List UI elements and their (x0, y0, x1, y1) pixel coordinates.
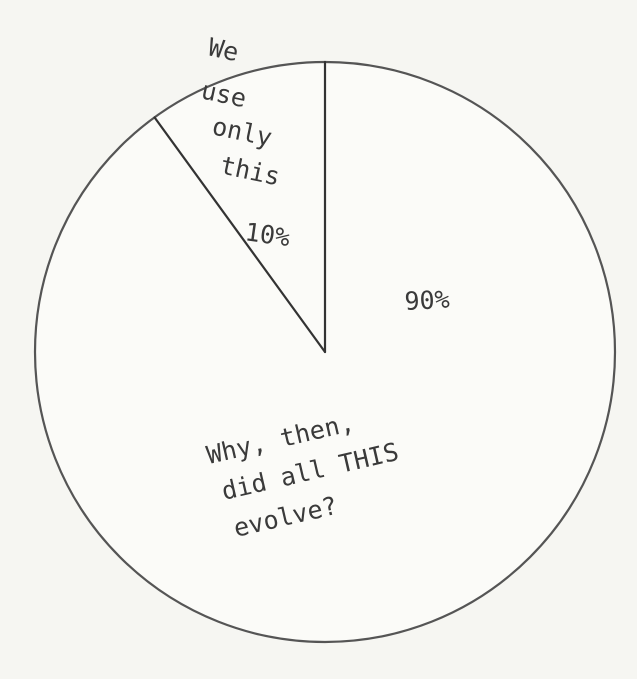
slice-divider-left (153, 116, 327, 354)
slice-small-percent-label: 10% (243, 217, 292, 252)
slice-small-text-line-1: We (206, 33, 241, 68)
slice-large-percent-label: 90% (404, 285, 451, 316)
